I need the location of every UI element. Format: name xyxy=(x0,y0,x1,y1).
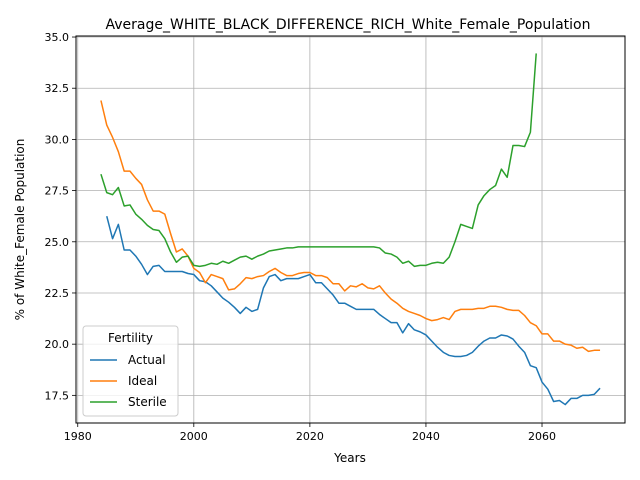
legend: Fertility Actual Ideal Sterile xyxy=(82,325,179,417)
x-axis: 1980 2000 2020 2040 2060 xyxy=(64,423,556,443)
y-tick-label: 25.0 xyxy=(45,236,70,249)
legend-label: Sterile xyxy=(128,395,167,409)
y-tick-label: 35.0 xyxy=(45,31,70,44)
y-tick-label: 27.5 xyxy=(45,185,70,198)
legend-items: Actual Ideal Sterile xyxy=(90,353,167,409)
y-axis: 17.5 20.0 22.5 25.0 27.5 30.0 32.5 35.0 xyxy=(45,31,76,402)
y-tick-label: 22.5 xyxy=(45,287,70,300)
y-tick-label: 17.5 xyxy=(45,389,70,402)
y-axis-label: % of White_Female Population xyxy=(13,139,27,321)
chart-title: Average_WHITE_BLACK_DIFFERENCE_RICH_Whit… xyxy=(106,17,591,33)
axes-frame xyxy=(75,35,626,424)
x-tick-label: 2060 xyxy=(528,430,556,443)
legend-label: Actual xyxy=(128,353,166,367)
series-line-ideal xyxy=(100,100,601,353)
x-tick-label: 2040 xyxy=(412,430,440,443)
plot-lines xyxy=(100,53,601,406)
y-tick-label: 32.5 xyxy=(45,82,70,95)
x-tick-label: 1980 xyxy=(64,430,92,443)
x-tick-label: 2000 xyxy=(180,430,208,443)
x-axis-label: Years xyxy=(333,451,366,465)
legend-title: Fertility xyxy=(108,331,153,345)
x-tick-label: 2020 xyxy=(296,430,324,443)
legend-box xyxy=(82,325,179,417)
series-line-actual xyxy=(106,216,601,406)
y-tick-label: 30.0 xyxy=(45,133,70,146)
legend-label: Ideal xyxy=(128,374,157,388)
y-tick-label: 20.0 xyxy=(45,338,70,351)
series-line-sterile xyxy=(100,53,537,268)
